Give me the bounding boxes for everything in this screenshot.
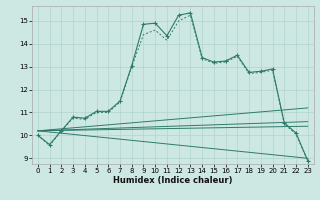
X-axis label: Humidex (Indice chaleur): Humidex (Indice chaleur) xyxy=(113,176,233,185)
